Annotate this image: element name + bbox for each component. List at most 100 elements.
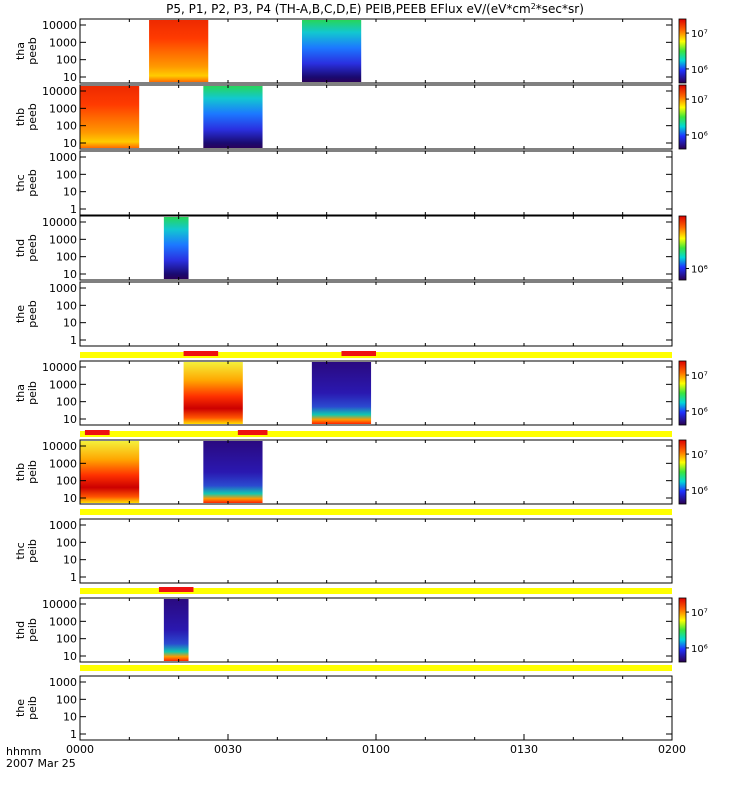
panel-label: thdpeib [14, 618, 39, 642]
panel-frame [79, 84, 673, 150]
spectrogram-block [163, 217, 189, 279]
y-tick-label: 1000 [49, 102, 77, 115]
panel-probe: tha [14, 42, 27, 60]
y-tick-label: 10000 [42, 598, 77, 611]
y-tick-label: 10 [63, 186, 77, 199]
panel-instrument: peeb [26, 103, 39, 131]
panel-instrument: peeb [26, 234, 39, 262]
time-axis: hhmm 2007 Mar 25 0000 0030 0100 0130 0200 [6, 734, 686, 770]
y-tick-label: 1 [70, 571, 77, 584]
y-tick-label: 10 [63, 317, 77, 330]
colorbar-tick-label: 10⁷ [691, 371, 708, 382]
y-tick-label: 100 [56, 299, 77, 312]
spectrogram-block [302, 20, 362, 82]
flag-bar-yellow [80, 588, 672, 594]
colorbar [678, 18, 687, 84]
panel-instrument: peeb [26, 37, 39, 65]
panel-label: thcpeib [14, 539, 39, 563]
panels-group: 10000100010010thapeeb10⁷10⁶1000010001001… [14, 18, 708, 741]
panel-instrument: peeb [26, 169, 39, 197]
y-tick-label: 10 [63, 268, 77, 281]
flag-bar-red-segment [237, 430, 268, 435]
spectrogram-block [203, 441, 263, 503]
y-tick-label: 1 [70, 203, 77, 216]
colorbar-tick-label: 10⁶ [691, 486, 708, 497]
panel-instrument: peib [26, 618, 39, 642]
y-tick-label: 1000 [49, 151, 77, 164]
panel-probe: thd [14, 239, 27, 257]
panel-instrument: peeb [26, 300, 39, 328]
flag-bar [80, 665, 672, 671]
y-tick-label: 100 [56, 475, 77, 488]
y-tick-label: 100 [56, 251, 77, 264]
spectrogram-block [80, 86, 140, 148]
y-tick-label: 10 [63, 554, 77, 567]
panel-thb-peib: 10000 1000 100 10 thbpeib 10⁷ 10⁶ [14, 439, 708, 505]
y-tick-label: 100 [56, 120, 77, 133]
panel-frame [79, 150, 673, 216]
panel-instrument: peib [26, 696, 39, 720]
y-tick-label: 1 [70, 334, 77, 347]
flag-bar [80, 351, 672, 358]
panel-tha-peib: 10000 1000 100 10 thapeib 10⁷ 10⁶ [14, 360, 708, 426]
panel-instrument: peib [26, 460, 39, 484]
panel-frame [79, 518, 673, 584]
y-tick-label: 10 [63, 650, 77, 663]
y-tick-label: 10 [63, 137, 77, 150]
y-tick-label: 1000 [49, 457, 77, 470]
panel-probe: the [14, 305, 27, 323]
spectrogram-block [203, 86, 263, 148]
panel-label: thbpeeb [14, 103, 39, 131]
y-tick-label: 1000 [49, 519, 77, 532]
y-tick-label: 10000 [42, 440, 77, 453]
y-tick-label: 1000 [49, 36, 77, 49]
panel-label: thepeeb [14, 300, 39, 328]
panel-label: thbpeib [14, 460, 39, 484]
panel-frame [79, 281, 673, 347]
spectrogram-block [311, 362, 372, 424]
colorbar [678, 215, 687, 281]
flag-bar [80, 430, 672, 437]
colorbar-tick-label: 10⁷ [691, 608, 708, 619]
spectrogram-block [183, 362, 243, 424]
y-tick-label: 1000 [49, 615, 77, 628]
y-tick-label: 10 [63, 71, 77, 84]
panel-frame [79, 439, 673, 505]
colorbar-tick-label: 10⁶ [691, 131, 708, 142]
x-row-label: hhmm [6, 745, 41, 758]
panel-the-peib: 1000 100 10 1 thepeib [14, 675, 673, 741]
panel-probe: thc [14, 174, 27, 191]
panel-label: thapeeb [14, 37, 39, 65]
panel-probe: thb [14, 108, 27, 126]
y-tick-label: 1 [70, 728, 77, 741]
spectrogram-block [149, 20, 209, 82]
colorbar-tick-label: 10⁶ [691, 407, 708, 418]
flag-bar-yellow [80, 509, 672, 515]
y-tick-label: 10000 [42, 216, 77, 229]
figure-title: P5, P1, P2, P3, P4 (TH-A,B,C,D,E) PEIB,P… [166, 2, 584, 16]
colorbar-tick-label: 10⁶ [691, 644, 708, 655]
y-tick-label: 10000 [42, 361, 77, 374]
panel-label: thepeib [14, 696, 39, 720]
y-tick-label: 1000 [49, 282, 77, 295]
y-tick-label: 1000 [49, 676, 77, 689]
flag-bar-yellow [80, 665, 672, 671]
colorbar-tick-label: 10⁷ [691, 450, 708, 461]
panel-thc-peib: 1000 100 10 1 thcpeib [14, 518, 673, 584]
y-tick-label: 10000 [42, 19, 77, 32]
panel-thc-peeb: 1000 100 10 1 thcpeeb [14, 150, 673, 216]
flag-bar-red-segment [183, 351, 219, 356]
panel-frame [79, 675, 673, 741]
panel-frame [79, 360, 673, 426]
spectrogram-block [163, 599, 189, 661]
flag-bars-group [80, 351, 672, 671]
colorbar [678, 84, 687, 150]
flag-bar-red-segment [84, 430, 110, 435]
y-tick-label: 10 [63, 413, 77, 426]
panel-probe: tha [14, 384, 27, 402]
panel-label: thapeib [14, 381, 39, 405]
panel-thb-peeb: 10000 1000 100 10 thbpeeb 10⁷ 10⁶ [14, 84, 708, 150]
y-tick-label: 10 [63, 492, 77, 505]
y-tick-label: 100 [56, 633, 77, 646]
